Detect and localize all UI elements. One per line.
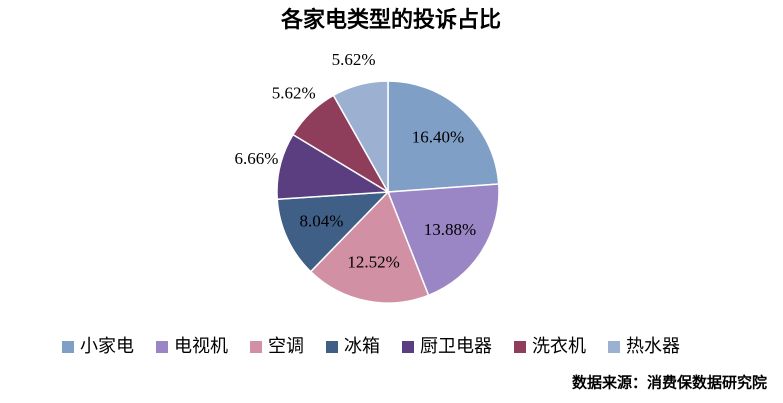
- legend-label: 热水器: [626, 336, 680, 356]
- legend-label: 厨卫电器: [420, 336, 492, 356]
- data-label: 12.52%: [347, 253, 399, 272]
- pie-slice: [332, 80, 389, 195]
- data-label: 5.62%: [272, 84, 316, 103]
- legend-label: 冰箱: [344, 336, 380, 356]
- data-label: 8.04%: [300, 212, 344, 231]
- pie-slice: [276, 191, 390, 273]
- pie-slice: [386, 183, 500, 297]
- data-label: 6.66%: [234, 149, 278, 168]
- data-label: 5.62%: [332, 50, 376, 69]
- legend-swatch: [326, 341, 338, 353]
- legend-label: 空调: [268, 336, 304, 356]
- legend-swatch: [250, 341, 262, 353]
- legend-swatch: [156, 341, 168, 353]
- legend-swatch: [514, 341, 526, 353]
- pie-slice: [387, 80, 500, 193]
- legend-label: 小家电: [80, 336, 134, 356]
- source-note: 数据来源：消费保数据研究院: [572, 373, 767, 391]
- data-label: 13.88%: [424, 220, 476, 239]
- pie-slice: [309, 190, 430, 304]
- legend-swatch: [402, 341, 414, 353]
- legend-label: 电视机: [174, 336, 228, 356]
- legend-swatch: [608, 341, 620, 353]
- legend-swatch: [62, 341, 74, 353]
- chart-title: 各家电类型的投诉占比: [280, 7, 501, 32]
- data-label: 16.40%: [412, 127, 464, 146]
- legend-label: 洗衣机: [532, 336, 586, 356]
